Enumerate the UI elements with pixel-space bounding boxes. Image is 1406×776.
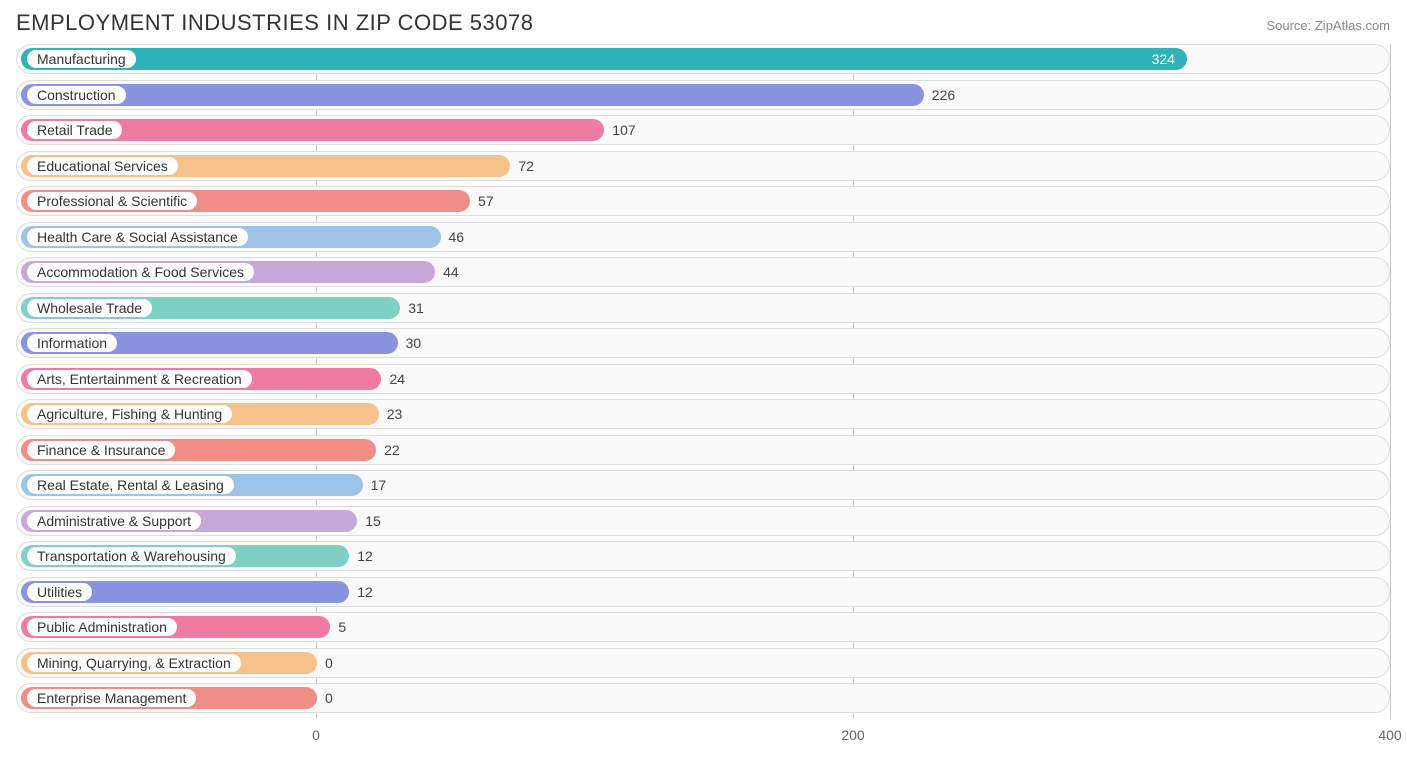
bar-value-label: 46 <box>441 223 465 251</box>
bar-value-label: 226 <box>924 81 955 109</box>
bar-label-pill: Enterprise Management <box>27 689 196 707</box>
chart-header: EMPLOYMENT INDUSTRIES IN ZIP CODE 53078 … <box>16 10 1390 36</box>
bar-row: Public Administration 5 <box>16 612 1390 642</box>
bar-row: Educational Services 72 <box>16 151 1390 181</box>
bar-row: Agriculture, Fishing & Hunting 23 <box>16 399 1390 429</box>
bar-row: Arts, Entertainment & Recreation 24 <box>16 364 1390 394</box>
chart-rows: Manufacturing324 Construction 226 Retail Tr… <box>16 44 1390 713</box>
bar-row: Professional & Scientific 57 <box>16 186 1390 216</box>
bar-label-pill: Real Estate, Rental & Leasing <box>27 476 234 494</box>
bar-value-label: 12 <box>349 578 373 606</box>
bar-row: Construction 226 <box>16 80 1390 110</box>
bar-label-pill: Retail Trade <box>27 121 122 139</box>
bar-label-pill: Utilities <box>27 583 92 601</box>
bar-row: Finance & Insurance 22 <box>16 435 1390 465</box>
x-tick-label: 0 <box>312 727 320 743</box>
bar-label-pill: Educational Services <box>27 157 178 175</box>
bar-row: Mining, Quarrying, & Extraction 0 <box>16 648 1390 678</box>
chart-x-axis: 0200400 <box>16 723 1390 747</box>
bar-label-pill: Public Administration <box>27 618 177 636</box>
gridline <box>1390 44 1391 719</box>
bar-label-pill: Agriculture, Fishing & Hunting <box>27 405 232 423</box>
bar-row: Retail Trade 107 <box>16 115 1390 145</box>
bar-label-pill: Administrative & Support <box>27 512 201 530</box>
bar-row: Information 30 <box>16 328 1390 358</box>
bar <box>21 84 924 106</box>
chart-area: Manufacturing324 Construction 226 Retail Tr… <box>16 44 1390 747</box>
bar-label-pill: Construction <box>27 86 126 104</box>
bar-label-pill: Information <box>27 334 117 352</box>
bar-value-label: 0 <box>317 684 333 712</box>
chart-title: EMPLOYMENT INDUSTRIES IN ZIP CODE 53078 <box>16 10 534 36</box>
bar-value-label: 57 <box>470 187 494 215</box>
bar-row: Real Estate, Rental & Leasing 17 <box>16 470 1390 500</box>
bar-label-pill: Transportation & Warehousing <box>27 547 236 565</box>
bar-label-pill: Health Care & Social Assistance <box>27 228 248 246</box>
bar-value-label: 324 <box>17 45 1187 73</box>
bar-row: Accommodation & Food Services 44 <box>16 257 1390 287</box>
chart-source: Source: ZipAtlas.com <box>1266 18 1390 33</box>
bar-value-label: 72 <box>510 152 534 180</box>
chart-plot: Manufacturing324 Construction 226 Retail Tr… <box>16 44 1390 747</box>
bar-value-label: 30 <box>398 329 422 357</box>
bar-row: Transportation & Warehousing 12 <box>16 541 1390 571</box>
x-tick-label: 200 <box>841 727 864 743</box>
bar-value-label: 15 <box>357 507 381 535</box>
bar-label-pill: Arts, Entertainment & Recreation <box>27 370 252 388</box>
bar-row: Manufacturing324 <box>16 44 1390 74</box>
bar-row: Administrative & Support 15 <box>16 506 1390 536</box>
bar-label-pill: Wholesale Trade <box>27 299 152 317</box>
bar-value-label: 17 <box>363 471 387 499</box>
bar-label-pill: Mining, Quarrying, & Extraction <box>27 654 241 672</box>
bar-row: Utilities 12 <box>16 577 1390 607</box>
bar-value-label: 22 <box>376 436 400 464</box>
bar-value-label: 24 <box>381 365 405 393</box>
bar-value-label: 12 <box>349 542 373 570</box>
bar-value-label: 31 <box>400 294 424 322</box>
bar-value-label: 0 <box>317 649 333 677</box>
bar-value-label: 23 <box>379 400 403 428</box>
bar-value-label: 5 <box>330 613 346 641</box>
bar-value-label: 44 <box>435 258 459 286</box>
bar-row: Wholesale Trade 31 <box>16 293 1390 323</box>
bar-value-label: 107 <box>604 116 635 144</box>
x-tick-label: 400 <box>1378 727 1401 743</box>
bar-row: Health Care & Social Assistance 46 <box>16 222 1390 252</box>
bar-label-pill: Finance & Insurance <box>27 441 175 459</box>
bar-label-pill: Professional & Scientific <box>27 192 197 210</box>
bar-label-pill: Accommodation & Food Services <box>27 263 254 281</box>
bar-row: Enterprise Management 0 <box>16 683 1390 713</box>
